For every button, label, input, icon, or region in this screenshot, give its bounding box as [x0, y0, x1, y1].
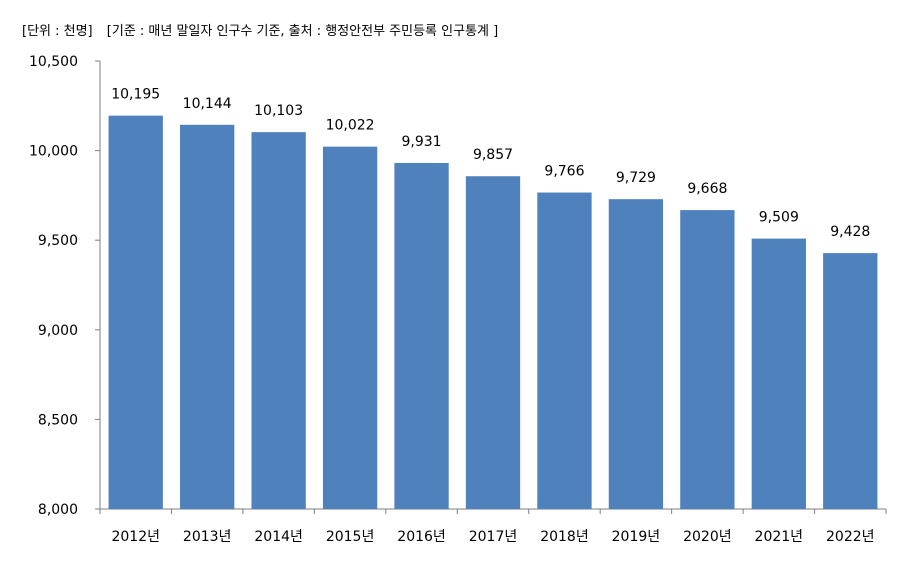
bar-2017년 [465, 176, 521, 510]
y-tick-label: 8,000 [38, 502, 78, 518]
y-tick-label: 9,500 [38, 233, 78, 249]
bar-2012년 [108, 115, 163, 509]
x-tick-label: 2017년 [469, 529, 518, 545]
x-tick-label: 2022년 [826, 529, 875, 545]
bar-2013년 [180, 124, 235, 509]
source-note: [기준 : 매년 말일자 인구수 기준, 출처 : 행정안전부 주민등록 인구통… [106, 24, 499, 39]
x-tick-label: 2014년 [254, 529, 303, 545]
bar-2015년 [322, 146, 378, 509]
x-axis: 2012년 2013년 2014년 2015년 2016년 2017년 2018년 2019년… [99, 508, 887, 545]
data-label: 9,509 [759, 210, 799, 226]
y-tick-label: 8,500 [38, 412, 78, 428]
data-label: 9,668 [687, 181, 727, 197]
bar-2020년 [680, 210, 735, 509]
data-label: 9,428 [830, 224, 870, 240]
bar-2021년 [751, 238, 806, 509]
bars [108, 115, 878, 510]
x-tick-label: 2021년 [755, 529, 804, 545]
chart-header: [단위 : 천명] [기준 : 매년 말일자 인구수 기준, 출처 : 행정안전… [22, 20, 508, 39]
x-tick-label: 2016년 [397, 529, 446, 545]
bar-2014년 [251, 132, 306, 509]
bar-2019년 [608, 199, 664, 509]
data-label: 9,931 [401, 134, 441, 150]
bar-2022년 [823, 253, 878, 509]
x-tick-label: 2012년 [111, 529, 160, 545]
data-label: 9,857 [473, 147, 513, 163]
x-tick-label: 2020년 [683, 529, 732, 545]
data-labels: 10,195 10,144 10,103 10,022 9,931 9,857 9,766 9… [111, 87, 870, 240]
data-label: 9,729 [616, 170, 656, 186]
y-tick-label: 10,000 [29, 144, 78, 160]
bar-2016년 [394, 162, 449, 510]
data-label: 9,766 [544, 164, 584, 180]
data-label: 10,103 [254, 103, 303, 119]
x-tick-label: 2018년 [540, 529, 589, 545]
y-axis: 8,000 8,500 9,000 9,500 10,000 10,500 [29, 54, 101, 518]
unit-note: [단위 : 천명] [22, 24, 93, 39]
y-tick-label: 9,000 [38, 323, 78, 339]
data-label: 10,195 [111, 87, 160, 103]
x-tick-label: 2015년 [326, 529, 375, 545]
bar-2018년 [537, 192, 592, 509]
y-tick-label: 10,500 [29, 54, 78, 70]
data-label: 10,144 [183, 96, 232, 112]
x-tick-label: 2019년 [612, 529, 661, 545]
x-tick-label: 2013년 [183, 529, 232, 545]
data-label: 10,022 [326, 118, 375, 134]
